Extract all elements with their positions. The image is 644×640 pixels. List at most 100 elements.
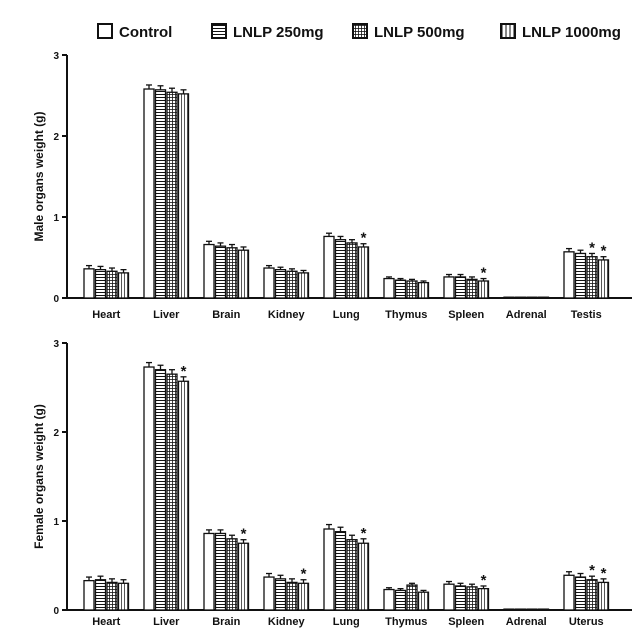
bar-brain-control [203, 532, 215, 611]
bar-thymus-lnlp-250mg [394, 279, 407, 299]
x-category-label-kidney: Kidney [268, 309, 306, 321]
bar-uterus-lnlp-1000mg [597, 581, 610, 611]
bar-liver-lnlp-500mg [166, 91, 178, 299]
bar-adrenal-lnlp-250mg [514, 296, 527, 299]
bar-brain-lnlp-1000mg [237, 249, 250, 299]
bar-kidney-lnlp-1000mg [297, 582, 310, 611]
y-tick-label: 1 [53, 213, 59, 224]
legend-swatch-lnlp-250 [211, 23, 227, 39]
bar-spleen-lnlp-500mg [466, 278, 478, 299]
bar-brain-lnlp-250mg [214, 245, 227, 299]
bar-lung-lnlp-250mg [334, 239, 347, 299]
y-axis-title: Female organs weight (g) [32, 404, 46, 549]
significance-marker: * [589, 239, 595, 256]
legend-item-lnlp-250: LNLP 250mg [211, 23, 324, 41]
y-tick-label: 1 [53, 517, 59, 528]
bar-kidney-control [263, 267, 275, 299]
bar-kidney-lnlp-250mg [274, 268, 287, 299]
x-category-label-heart: Heart [92, 616, 120, 628]
bar-lung-control [323, 528, 335, 611]
x-category-label-adrenal: Adrenal [506, 616, 547, 628]
bar-liver-control [143, 88, 155, 299]
bar-uterus-lnlp-250mg [574, 576, 587, 611]
bar-lung-lnlp-1000mg [357, 246, 370, 299]
x-category-label-lung: Lung [333, 616, 360, 628]
bar-thymus-lnlp-1000mg [417, 591, 430, 611]
bar-spleen-lnlp-250mg [454, 276, 467, 299]
bar-liver-lnlp-250mg [154, 369, 167, 611]
x-category-label-adrenal: Adrenal [506, 309, 547, 321]
x-category-label-liver: Liver [153, 616, 180, 628]
x-category-label-thymus: Thymus [385, 616, 427, 628]
y-tick-label: 3 [53, 339, 59, 350]
bar-adrenal-lnlp-500mg [526, 608, 538, 611]
legend-item-control: Control [97, 23, 172, 41]
significance-marker: * [481, 265, 487, 282]
legend-swatch-lnlp-500 [352, 23, 368, 39]
bar-spleen-control [443, 583, 455, 611]
x-category-label-liver: Liver [153, 309, 180, 321]
bar-heart-control [83, 268, 95, 299]
x-category-label-thymus: Thymus [385, 309, 427, 321]
bar-spleen-control [443, 276, 455, 299]
bar-adrenal-lnlp-500mg [526, 296, 538, 299]
legend-swatch-control [97, 23, 113, 39]
bar-spleen-lnlp-250mg [454, 585, 467, 611]
y-tick-label: 2 [53, 428, 59, 439]
bar-thymus-lnlp-250mg [394, 589, 407, 611]
bar-lung-lnlp-500mg [346, 242, 358, 299]
x-category-label-spleen: Spleen [448, 309, 484, 321]
bar-brain-control [203, 243, 215, 299]
bar-heart-lnlp-500mg [106, 270, 118, 299]
legend-swatch-lnlp-1000 [500, 23, 516, 39]
significance-marker: * [361, 230, 367, 247]
bar-liver-lnlp-500mg [166, 373, 178, 611]
bar-liver-lnlp-250mg [154, 89, 167, 299]
y-tick-label: 0 [53, 606, 59, 617]
bar-adrenal-control [503, 608, 515, 611]
x-category-label-uterus: Uterus [569, 616, 604, 628]
bar-heart-lnlp-250mg [94, 268, 107, 299]
bar-adrenal-lnlp-1000mg [537, 608, 550, 611]
significance-marker: * [241, 526, 247, 543]
bar-lung-lnlp-1000mg [357, 542, 370, 611]
bar-liver-lnlp-1000mg [177, 380, 190, 611]
bar-heart-lnlp-250mg [94, 579, 107, 611]
bar-testis-lnlp-250mg [574, 252, 587, 299]
legend-label-control: Control [119, 24, 172, 41]
bar-brain-lnlp-500mg [226, 538, 238, 611]
bar-thymus-lnlp-500mg [406, 584, 418, 611]
significance-marker: * [481, 572, 487, 589]
bar-kidney-lnlp-500mg [286, 270, 298, 299]
bar-lung-control [323, 235, 335, 299]
bar-heart-lnlp-1000mg [117, 272, 130, 299]
y-axis-title: Male organs weight (g) [32, 111, 46, 241]
x-category-label-brain: Brain [212, 616, 240, 628]
legend-label-lnlp-1000: LNLP 1000mg [522, 24, 621, 41]
bar-liver-control [143, 366, 155, 611]
significance-marker: * [361, 525, 367, 542]
significance-marker: * [601, 565, 607, 582]
bar-thymus-control [383, 588, 395, 611]
significance-marker: * [301, 566, 307, 583]
x-category-label-lung: Lung [333, 309, 360, 321]
x-category-label-heart: Heart [92, 309, 120, 321]
legend-label-lnlp-500: LNLP 500mg [374, 24, 465, 41]
bar-spleen-lnlp-500mg [466, 586, 478, 611]
bar-testis-lnlp-1000mg [597, 259, 610, 299]
x-category-label-spleen: Spleen [448, 616, 484, 628]
y-tick-label: 3 [53, 51, 59, 62]
bar-thymus-control [383, 277, 395, 299]
significance-marker: * [181, 363, 187, 380]
bar-adrenal-lnlp-1000mg [537, 296, 550, 299]
legend-item-lnlp-500: LNLP 500mg [352, 23, 465, 41]
x-category-label-testis: Testis [571, 309, 602, 321]
bar-testis-lnlp-500mg [586, 256, 598, 299]
bar-heart-control [83, 579, 95, 611]
bar-adrenal-lnlp-250mg [514, 608, 527, 611]
bar-adrenal-control [503, 296, 515, 299]
y-tick-label: 2 [53, 132, 59, 143]
x-category-label-brain: Brain [212, 309, 240, 321]
female-organs-panel: 0 1 2 3 Female organs weight (g) Heart Liver Br… [32, 339, 632, 628]
